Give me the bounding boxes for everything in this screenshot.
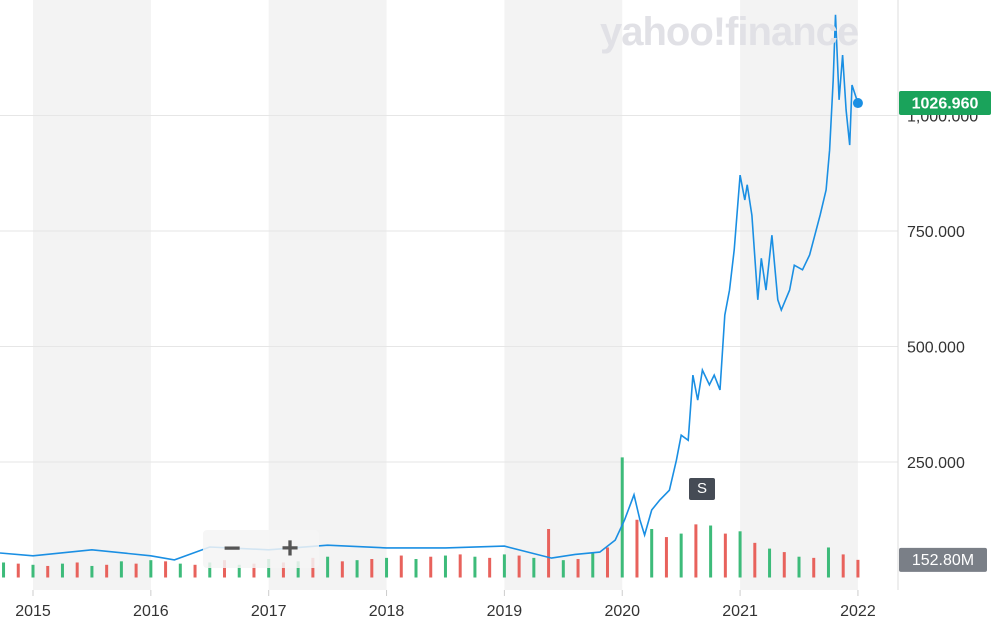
volume-bar [723, 533, 727, 578]
volume-bar [782, 552, 786, 578]
volume-bar [606, 547, 610, 578]
volume-bar [797, 556, 801, 578]
volume-bar [46, 565, 50, 578]
year-band [504, 0, 623, 590]
y-tick-label: 750.000 [907, 224, 965, 241]
volume-bar [223, 560, 226, 578]
volume-bar [753, 542, 757, 578]
year-band [32, 0, 151, 590]
volume-bar [547, 528, 551, 578]
y-tick-label: 250.000 [907, 455, 965, 472]
volume-tag [899, 547, 987, 572]
price-tag-label: 1026.960 [912, 95, 979, 112]
volume-bar [237, 564, 241, 578]
x-tick-label: 2018 [369, 603, 405, 620]
volume-bar [326, 556, 330, 578]
volume-bar [31, 564, 35, 578]
volume-bar [709, 525, 713, 578]
volume-bar [620, 457, 624, 578]
volume-bar [812, 557, 816, 578]
volume-bar [340, 561, 344, 578]
volume-bar [370, 559, 374, 578]
volume-bar [385, 557, 389, 578]
x-tick-label: 2020 [604, 603, 640, 620]
volume-bar [208, 562, 212, 578]
volume-bar [267, 559, 271, 578]
volume-bar [635, 519, 639, 578]
volume-bar [841, 554, 845, 578]
volume-tag-label: 152.80M [912, 552, 974, 569]
volume-bar [16, 563, 20, 578]
volume-bar [355, 560, 359, 578]
volume-bar [738, 531, 742, 578]
volume-bar [517, 555, 521, 578]
volume-bar [679, 533, 683, 578]
volume-bar [193, 564, 197, 578]
volume-bar [826, 547, 830, 578]
volume-bar [650, 528, 654, 578]
x-tick-label: 2019 [487, 603, 523, 620]
volume-bar [591, 553, 595, 578]
zoom-out[interactable]: − [223, 532, 241, 565]
volume-bar [281, 562, 285, 578]
volume-bar [768, 548, 772, 578]
volume-bar [164, 561, 168, 578]
price-tag [899, 91, 991, 116]
volume-bar [458, 554, 462, 578]
volume-bar [105, 564, 109, 578]
x-tick-label: 2022 [840, 603, 876, 620]
volume-bar [90, 565, 94, 578]
volume-bar [532, 557, 536, 578]
volume-bar [75, 562, 79, 578]
volume-bar [60, 563, 64, 578]
volume-bar [252, 563, 256, 578]
volume-bar [473, 556, 477, 578]
volume-bar [399, 555, 403, 578]
volume-bar [856, 559, 860, 578]
y-tick-label: 500.000 [907, 340, 965, 357]
x-tick-label: 2016 [133, 603, 169, 620]
volume-bar [134, 563, 138, 578]
volume-bar [414, 559, 418, 578]
price-line [0, 14, 859, 561]
last-point [852, 98, 863, 109]
volume-bar [178, 563, 182, 578]
x-tick-label: 2021 [722, 603, 758, 620]
volume-bar [149, 560, 153, 578]
year-band [268, 0, 387, 590]
volume-bar [488, 557, 492, 578]
volume-bar [664, 537, 668, 578]
volume-bar [296, 561, 300, 578]
volume-bar [694, 524, 698, 578]
zoom-controls: − + [203, 530, 319, 568]
x-tick-label: 2015 [15, 603, 51, 620]
x-tick-label: 2017 [251, 603, 287, 620]
volume-bar [561, 560, 565, 578]
volume-bar [2, 562, 6, 578]
volume-bar [429, 556, 433, 578]
logo: yahoo!finance [600, 10, 859, 54]
volume-bar [119, 561, 123, 578]
volume-bar [502, 554, 506, 578]
split-marker[interactable]: S [689, 478, 715, 500]
volume-bar [443, 555, 447, 578]
volume-bar [576, 559, 580, 578]
zoom-in[interactable]: + [281, 532, 299, 565]
